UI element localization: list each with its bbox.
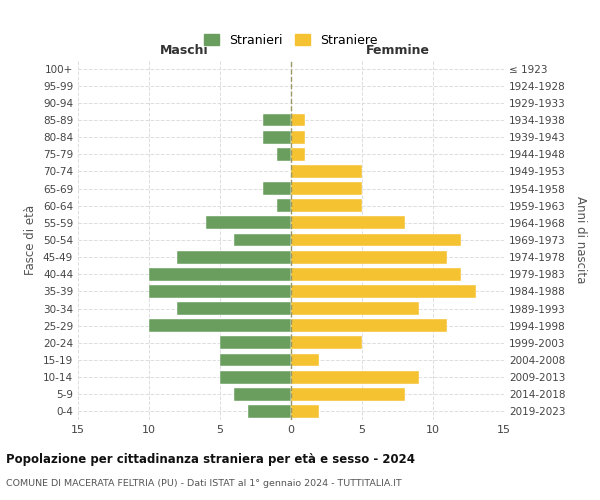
Bar bbox=[291, 148, 305, 160]
Bar bbox=[291, 285, 476, 298]
Y-axis label: Anni di nascita: Anni di nascita bbox=[574, 196, 587, 284]
Bar bbox=[149, 268, 291, 280]
Bar bbox=[149, 320, 291, 332]
Bar bbox=[291, 234, 461, 246]
Bar bbox=[291, 216, 404, 230]
Bar bbox=[277, 148, 291, 160]
Bar bbox=[291, 130, 305, 143]
Bar bbox=[291, 200, 362, 212]
Bar bbox=[220, 354, 291, 366]
Bar bbox=[291, 250, 447, 264]
Bar bbox=[263, 130, 291, 143]
Bar bbox=[291, 320, 447, 332]
Text: Popolazione per cittadinanza straniera per età e sesso - 2024: Popolazione per cittadinanza straniera p… bbox=[6, 452, 415, 466]
Bar bbox=[234, 388, 291, 400]
Text: COMUNE DI MACERATA FELTRIA (PU) - Dati ISTAT al 1° gennaio 2024 - TUTTITALIA.IT: COMUNE DI MACERATA FELTRIA (PU) - Dati I… bbox=[6, 479, 402, 488]
Bar bbox=[263, 114, 291, 126]
Bar bbox=[291, 165, 362, 178]
Bar bbox=[277, 200, 291, 212]
Y-axis label: Fasce di età: Fasce di età bbox=[25, 205, 37, 275]
Bar bbox=[291, 114, 305, 126]
Text: Femmine: Femmine bbox=[365, 44, 430, 58]
Legend: Stranieri, Straniere: Stranieri, Straniere bbox=[200, 30, 382, 50]
Bar bbox=[178, 250, 291, 264]
Bar bbox=[291, 182, 362, 195]
Bar bbox=[291, 268, 461, 280]
Bar bbox=[234, 234, 291, 246]
Bar bbox=[220, 336, 291, 349]
Bar bbox=[149, 285, 291, 298]
Bar bbox=[291, 388, 404, 400]
Bar bbox=[291, 370, 419, 384]
Bar bbox=[291, 336, 362, 349]
Bar bbox=[291, 354, 319, 366]
Bar bbox=[178, 302, 291, 315]
Bar bbox=[291, 302, 419, 315]
Text: Maschi: Maschi bbox=[160, 44, 209, 58]
Bar bbox=[263, 182, 291, 195]
Bar bbox=[248, 405, 291, 418]
Bar bbox=[220, 370, 291, 384]
Bar bbox=[291, 405, 319, 418]
Bar bbox=[206, 216, 291, 230]
